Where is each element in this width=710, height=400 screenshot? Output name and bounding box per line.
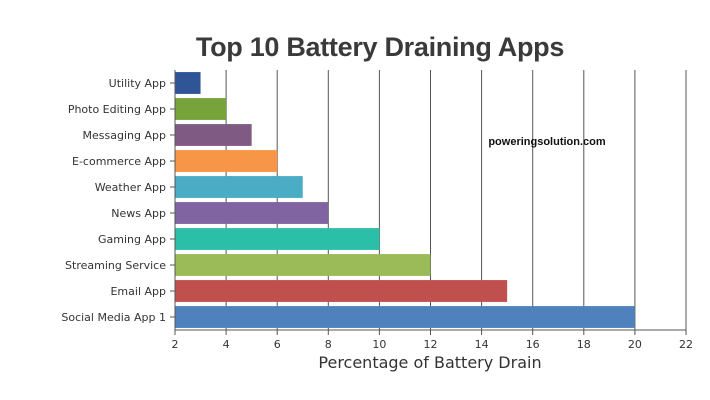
- bar: [175, 150, 278, 172]
- x-tick-label: 20: [628, 338, 642, 351]
- bar: [175, 228, 380, 250]
- gridlines: [225, 70, 687, 330]
- x-axis-ticks: 2 4 6 8 10 12 14 16 18 20 22: [172, 330, 693, 351]
- x-tick-label: 14: [475, 338, 489, 351]
- category-label: Email App: [110, 285, 166, 298]
- bar: [175, 254, 431, 276]
- bar: [175, 306, 635, 328]
- category-label: Utility App: [109, 77, 166, 90]
- bar: [175, 202, 329, 224]
- chart-title: Top 10 Battery Draining Apps: [196, 32, 564, 62]
- bars: [175, 72, 635, 328]
- x-tick-label: 18: [577, 338, 591, 351]
- bar: [175, 280, 508, 302]
- x-tick-label: 22: [679, 338, 693, 351]
- category-label: Messaging App: [83, 129, 166, 142]
- category-label: Social Media App 1: [61, 311, 166, 324]
- bar: [175, 124, 252, 146]
- category-label: Streaming Service: [65, 259, 166, 272]
- bar: [175, 98, 227, 120]
- category-labels: Utility App Photo Editing App Messaging Ap…: [61, 77, 175, 324]
- x-tick-label: 8: [325, 338, 332, 351]
- category-label: Gaming App: [98, 233, 166, 246]
- x-axis-label: Percentage of Battery Drain: [318, 353, 541, 372]
- watermark-annotation: poweringsolution.com: [488, 136, 606, 148]
- x-tick-label: 10: [372, 338, 386, 351]
- x-tick-label: 6: [274, 338, 281, 351]
- x-tick-label: 2: [172, 338, 179, 351]
- category-label: News App: [111, 207, 166, 220]
- x-tick-label: 12: [424, 338, 438, 351]
- x-tick-label: 4: [223, 338, 230, 351]
- x-tick-label: 16: [526, 338, 540, 351]
- category-label: E-commerce App: [72, 155, 166, 168]
- category-label: Weather App: [95, 181, 166, 194]
- category-label: Photo Editing App: [68, 103, 166, 116]
- bar: [175, 72, 201, 94]
- bar: [175, 176, 303, 198]
